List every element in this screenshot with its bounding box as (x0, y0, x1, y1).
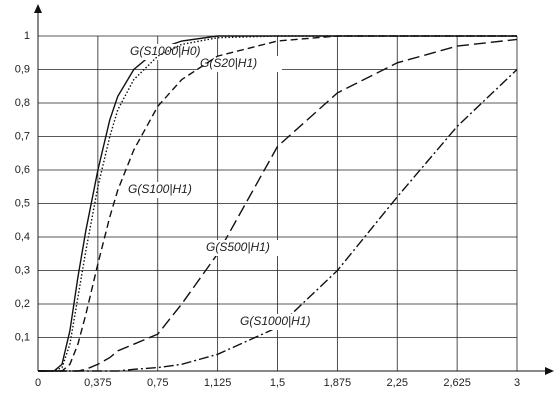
x-tick-label: 0,75 (147, 377, 168, 389)
series-label: G(S500|H1) (206, 240, 270, 254)
series-line (38, 38, 518, 372)
x-tick-label: 2,625 (443, 377, 471, 389)
y-tick-label: 0,6 (15, 164, 30, 176)
label-bg (198, 56, 282, 72)
x-tick-label: 0 (35, 377, 41, 389)
y-tick-label: 0,7 (15, 130, 30, 142)
x-tick-label: 1,875 (324, 377, 352, 389)
y-axis-arrow (34, 4, 42, 13)
x-tick-label: 1,5 (270, 377, 285, 389)
x-tick-label: 3 (514, 377, 520, 389)
x-tick-label: 2,25 (387, 377, 408, 389)
x-tick-label: 0,375 (84, 377, 112, 389)
series-label: G(S1000|H0) (130, 44, 200, 58)
label-bg (204, 240, 288, 256)
series-label: G(S1000|H1) (240, 314, 310, 328)
label-bg (126, 182, 210, 198)
x-tick-label: 1,125 (204, 377, 232, 389)
y-tick-label: 1 (24, 30, 30, 42)
y-tick-label: 0,3 (15, 264, 30, 276)
series-line (38, 68, 518, 372)
y-tick-label: 0,5 (15, 197, 30, 209)
series-label: G(S20|H1) (200, 56, 257, 70)
label-bg (238, 314, 322, 330)
x-axis-arrow (545, 367, 554, 375)
y-tick-label: 0,1 (15, 331, 30, 343)
series-line (38, 35, 517, 372)
label-bg (128, 44, 212, 60)
y-tick-label: 0,4 (15, 231, 30, 243)
y-tick-label: 0,9 (15, 63, 30, 75)
y-tick-label: 0,8 (15, 97, 30, 109)
y-tick-label: 0,2 (15, 298, 30, 310)
series-label: G(S100|H1) (128, 182, 192, 196)
